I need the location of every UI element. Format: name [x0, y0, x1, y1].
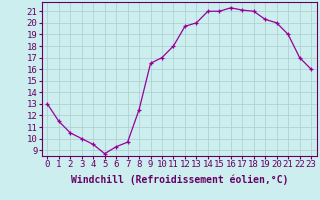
X-axis label: Windchill (Refroidissement éolien,°C): Windchill (Refroidissement éolien,°C): [70, 175, 288, 185]
